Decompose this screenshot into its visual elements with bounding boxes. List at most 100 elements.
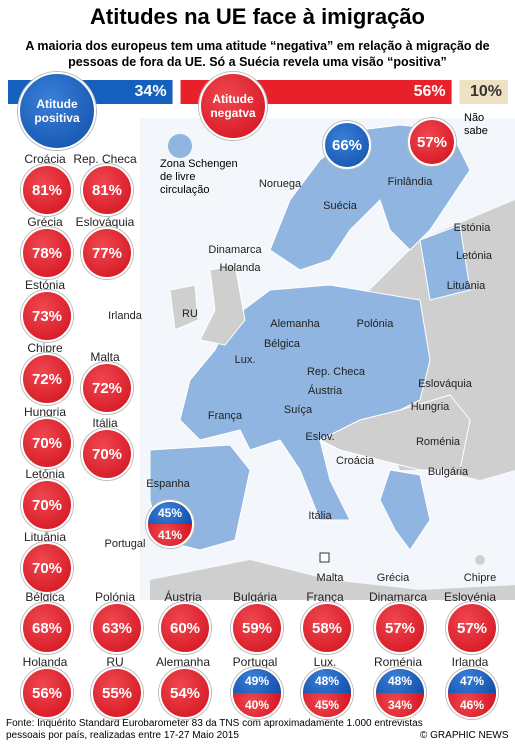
negative-value: 81%	[31, 181, 63, 199]
positive-value: 45%	[148, 502, 192, 524]
positive-value: 49%	[233, 669, 281, 693]
value-circle: 45% 41%	[146, 500, 194, 548]
negative-value: 41%	[148, 524, 192, 546]
country-name: Rep. Checa	[73, 152, 137, 166]
negative-value: 77%	[91, 244, 123, 262]
value-circle: 55%	[91, 667, 143, 719]
country-name: Bulgária	[232, 590, 278, 604]
land	[318, 394, 471, 471]
value-circle: 57%	[408, 118, 456, 166]
legend-text: Zona Schengen de livre circulação	[160, 158, 238, 196]
negative-value: 57%	[416, 133, 448, 151]
map-label: Malta	[316, 572, 344, 584]
value-circle: 70%	[81, 428, 133, 480]
country-name: Eslováquia	[75, 215, 135, 229]
circle: Atitude positiva	[18, 72, 96, 150]
positive-value: 48%	[376, 669, 424, 693]
map-label: Eslov.	[305, 431, 335, 443]
value-circle: 70%	[21, 479, 73, 531]
country-name: Hungria	[23, 405, 67, 419]
country-name: Chipre	[27, 341, 63, 355]
negative-value: 70%	[31, 559, 63, 577]
map-label: Eslováquia	[418, 378, 472, 390]
subtitle: A maioria dos europeus tem uma atitude “…	[25, 39, 490, 69]
value-circle: 63%	[91, 602, 143, 654]
map-label: Rep. Checa	[306, 366, 366, 378]
value-circle: 57%	[374, 602, 426, 654]
value-circle: 70%	[21, 417, 73, 469]
map-label: Áustria	[307, 385, 343, 397]
map-label: Letónia	[455, 250, 493, 262]
value-circle: 57%	[446, 602, 498, 654]
map-label: Lux.	[234, 354, 256, 366]
positive-name: Atitude negatva	[210, 92, 256, 120]
country-name: Eslovénia	[443, 590, 497, 604]
negative-value: 70%	[31, 496, 63, 514]
value-circle: 78%	[21, 227, 73, 279]
map-label: RU	[182, 308, 198, 320]
map-label: Suécia	[323, 200, 357, 212]
country-name: Polónia	[94, 590, 136, 604]
country-name: Áustria	[164, 590, 202, 604]
value-circle: 81%	[81, 164, 133, 216]
credit: © GRAPHIC NEWS	[420, 730, 509, 741]
map-label: Bélgica	[263, 338, 301, 350]
negative-value: 78%	[31, 244, 63, 262]
map-label: Hungria	[410, 401, 450, 413]
land	[169, 284, 199, 331]
land	[475, 555, 485, 565]
value-circle: 54%	[159, 667, 211, 719]
value-circle: 68%	[21, 602, 73, 654]
map-label: Espanha	[146, 478, 190, 490]
negative-value: 60%	[169, 619, 201, 637]
positive-value: 66%	[331, 136, 363, 154]
negative-value: 56%	[31, 684, 63, 702]
negative-value: 63%	[101, 619, 133, 637]
negative-value: 70%	[31, 434, 63, 452]
map-label: Holanda	[219, 262, 261, 274]
map-label: Roménia	[415, 436, 461, 448]
country-name: RU	[106, 655, 124, 669]
value-circle: 66%	[323, 121, 371, 169]
map-label: Irlanda	[108, 310, 142, 322]
negative-value: 34%	[376, 693, 424, 717]
value-circle: 70%	[21, 542, 73, 594]
country-name: Croácia	[24, 152, 66, 166]
positive-value: 47%	[448, 669, 496, 693]
negative-value: 68%	[31, 619, 63, 637]
map-label: Bulgária	[427, 466, 469, 478]
country-name: Irlanda	[451, 655, 489, 669]
positive-name: Atitude positiva	[34, 97, 80, 125]
summary-label: 10%	[469, 83, 502, 100]
value-circle: 48% 45%	[301, 667, 353, 719]
negative-value: 54%	[169, 684, 201, 702]
legend-swatch	[168, 134, 192, 158]
country-name: Holanda	[22, 655, 68, 669]
map-label: Dinamarca	[208, 244, 262, 256]
country-name: Lituânia	[23, 530, 67, 544]
value-circle: 73%	[21, 290, 73, 342]
map-label: Polónia	[356, 318, 394, 330]
map-label: Finlândia	[387, 176, 433, 188]
negative-value: 72%	[91, 379, 123, 397]
negative-value: 73%	[31, 307, 63, 325]
country-name: Estónia	[24, 278, 66, 292]
negative-value: 57%	[384, 619, 416, 637]
positive-value: 48%	[303, 669, 351, 693]
country-name: Letónia	[25, 467, 65, 481]
value-circle: 56%	[21, 667, 73, 719]
map-label: Lituânia	[446, 280, 486, 292]
value-circle: 47% 46%	[446, 667, 498, 719]
title: Atitudes na UE face à imigração	[90, 4, 425, 29]
map-label: Noruega	[258, 178, 302, 190]
map-label: Itália	[308, 510, 332, 522]
map-label: França	[207, 410, 243, 422]
negative-value: 59%	[241, 619, 273, 637]
value-circle: 58%	[301, 602, 353, 654]
land	[150, 560, 515, 600]
schengen	[379, 469, 431, 551]
map-label: Estónia	[453, 222, 491, 234]
negative-value: 58%	[311, 619, 343, 637]
